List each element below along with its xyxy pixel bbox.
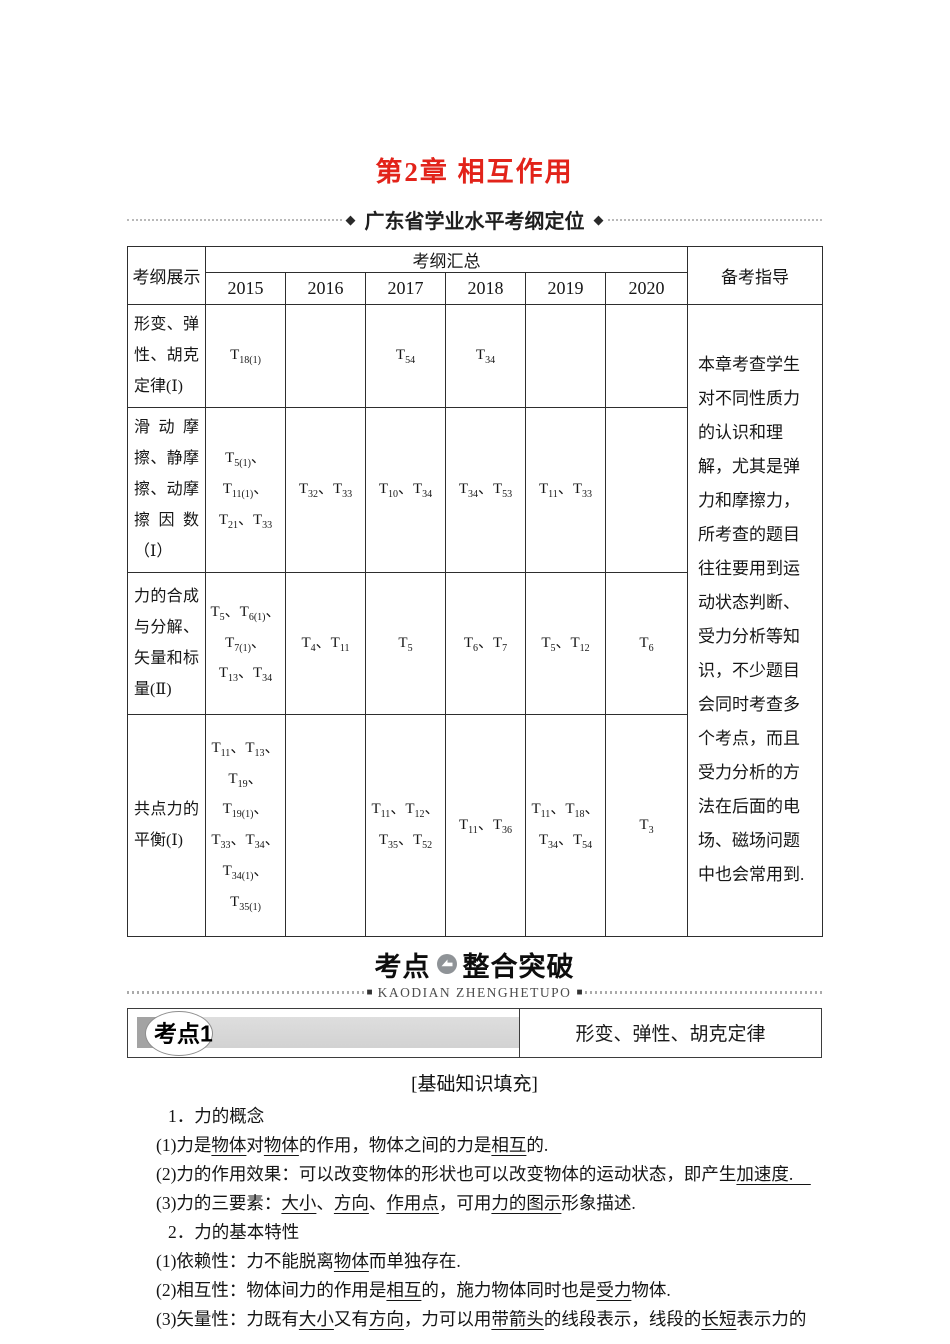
- year-header: 2019: [525, 272, 606, 305]
- body-text: 1．力的概念 (1)力是物体对物体的作用，物体之间的力是相互的. (2)力的作用…: [127, 1102, 822, 1334]
- text-line: (1)力是物体对物体的作用，物体之间的力是相互的.: [156, 1134, 549, 1155]
- topic1-banner-graphic: 考点1: [128, 1009, 520, 1057]
- text-line: 1．力的概念: [168, 1105, 265, 1126]
- table-cell: T18(1): [205, 304, 286, 408]
- table-cell: T32、T33: [285, 406, 366, 573]
- section-banner-text: 广东省学业水平考纲定位: [364, 211, 585, 233]
- text-line: (3)矢量性：力既有大小又有方向，力可以用带箭头的线段表示，线段的长短表示力的: [156, 1308, 807, 1329]
- guide-text-cell: 本章考查学生对不同性质力的认识和理解，尤其是弹力和摩擦力，所考查的题目往往要用到…: [687, 304, 823, 937]
- topic1-banner: 考点1 形变、弹性、胡克定律: [127, 1007, 822, 1058]
- row-topic: 共点力的平衡(Ⅰ): [127, 713, 206, 937]
- table-cell: T5、T6(1)、T7(1)、T13、T34: [205, 571, 286, 715]
- dashed-rule-left: [127, 991, 364, 994]
- kaodian-section-header: 考点 整合突破: [127, 945, 822, 984]
- table-cell: T5: [365, 571, 446, 715]
- table-cell: T34、T53: [445, 406, 526, 573]
- dashed-rule-right: [585, 991, 823, 994]
- diamond-icon: ◆: [345, 212, 356, 227]
- year-header: 2015: [205, 272, 286, 305]
- text-line: 2．力的基本特性: [168, 1221, 300, 1242]
- text-line: (1)依赖性：力不能脱离物体而单独存在.: [156, 1250, 461, 1271]
- table-cell: T5、T12: [525, 571, 606, 715]
- square-icon: ■: [366, 986, 373, 998]
- table-year-row: 2015 2016 2017 2018 2019 2020: [128, 272, 823, 305]
- col-header-topic: 考纲展示: [127, 246, 206, 305]
- section-banner: ◆ 广东省学业水平考纲定位 ◆: [127, 205, 822, 234]
- table-cell: [525, 304, 606, 408]
- table-cell: [285, 713, 366, 937]
- table-cell: T6: [605, 571, 688, 715]
- year-header: 2017: [365, 272, 446, 305]
- table-cell: T3: [605, 713, 688, 937]
- table-cell: T4、T11: [285, 571, 366, 715]
- text-line: (3)力的三要素：大小、方向、作用点，可用力的图示形象描述.: [156, 1192, 636, 1213]
- badge-circle: [145, 1010, 213, 1056]
- pinyin-label: ■ KAODIAN ZHENGHETUPO ■: [367, 985, 583, 1001]
- table-row: 形变、弹性、胡克定律(Ⅰ) T18(1) T54 T34 本章考查学生对不同性质…: [127, 304, 823, 937]
- chapter-title: 第2章 相互作用: [375, 157, 574, 187]
- table-cell: T54: [365, 304, 446, 408]
- dotted-rule-right: [607, 218, 822, 221]
- table-cell: T11、T13、T19、T19(1)、T33、T34、T34(1)、T35(1): [205, 713, 286, 937]
- pinyin-rule: ■ KAODIAN ZHENGHETUPO ■: [127, 985, 823, 1001]
- year-header: 2018: [445, 272, 526, 305]
- table-cell: T11、T36: [445, 713, 526, 937]
- topic1-badge: 考点1: [154, 1020, 213, 1047]
- section-banner-label: ◆ 广东省学业水平考纲定位 ◆: [346, 205, 604, 234]
- table-cell: T34: [445, 304, 526, 408]
- pinyin-text: KAODIAN ZHENGHETUPO: [377, 984, 572, 1000]
- topic1-title: 形变、弹性、胡克定律: [519, 1008, 821, 1057]
- kaodian-text: 考点: [374, 951, 431, 982]
- col-header-summary: 考纲汇总: [205, 246, 688, 273]
- year-header: 2020: [605, 272, 688, 305]
- col-header-guide: 备考指导: [687, 246, 823, 305]
- basic-knowledge-subheader: [基础知识填充]: [411, 1073, 538, 1095]
- row-topic: 力的合成与分解、矢量和标量(Ⅱ): [127, 571, 206, 715]
- table-cell: T10、T34: [365, 406, 446, 573]
- zhenghetupo-text: 整合突破: [462, 951, 575, 982]
- table-cell: [605, 304, 688, 408]
- diamond-icon: ◆: [593, 212, 604, 227]
- table-row: 力的合成与分解、矢量和标量(Ⅱ) T5、T6(1)、T7(1)、T13、T34 …: [127, 571, 823, 715]
- table-row: 共点力的平衡(Ⅰ) T11、T13、T19、T19(1)、T33、T34、T34…: [127, 713, 823, 937]
- text-line: (2)相互性：物体间力的作用是相互的，施力物体同时也是受力物体.: [156, 1279, 671, 1300]
- page-content: 第2章 相互作用 ◆ 广东省学业水平考纲定位 ◆ 考纲展示 考纲汇总 备考指导 …: [127, 0, 823, 1334]
- table-cell: [605, 406, 688, 573]
- table-cell: [285, 304, 366, 408]
- square-icon: ■: [576, 986, 583, 998]
- year-header: 2016: [285, 272, 366, 305]
- table-row: 滑动摩擦、静摩擦、动摩擦因数（Ⅰ） T5(1)、T11(1)、T21、T33 T…: [127, 406, 823, 573]
- table-cell: T11、T12、T35、T52: [365, 713, 446, 937]
- table-cell: T6、T7: [445, 571, 526, 715]
- text-line: (2)力的作用效果：可以改变物体的形状也可以改变物体的运动状态，即产生加速度.: [156, 1163, 811, 1184]
- table-cell: T11、T33: [525, 406, 606, 573]
- dotted-rule-left: [127, 218, 342, 221]
- row-topic: 形变、弹性、胡克定律(Ⅰ): [127, 304, 206, 408]
- row-topic: 滑动摩擦、静摩擦、动摩擦因数（Ⅰ）: [127, 406, 206, 573]
- table-cell: T11、T18、T34、T54: [525, 713, 606, 937]
- exam-outline-table: 考纲展示 考纲汇总 备考指导 2015 2016 2017 2018 2019 …: [127, 246, 823, 937]
- kaodian-swirl-icon: [436, 953, 458, 975]
- table-header-row: 考纲展示 考纲汇总 备考指导: [127, 246, 823, 305]
- table-cell: T5(1)、T11(1)、T21、T33: [205, 406, 286, 573]
